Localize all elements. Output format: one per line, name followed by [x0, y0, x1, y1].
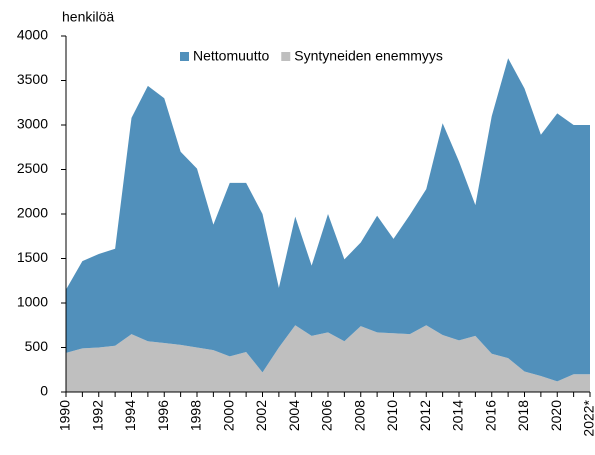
- x-tick-label: 2008: [351, 400, 367, 431]
- legend-swatch: [180, 52, 189, 61]
- y-tick-label: 0: [40, 383, 48, 399]
- x-tick-label: 2016: [482, 400, 498, 431]
- area: [66, 58, 590, 382]
- y-tick-label: 3500: [17, 71, 48, 87]
- y-tick-label: 1500: [17, 249, 48, 265]
- y-tick-label: 4000: [17, 27, 48, 43]
- area: [66, 325, 590, 392]
- x-tick-label: 1994: [122, 400, 138, 431]
- y-tick-label: 3000: [17, 116, 48, 132]
- y-tick-label: 500: [25, 338, 49, 354]
- x-tick-label: 2010: [384, 400, 400, 431]
- y-tick-label: 2500: [17, 160, 48, 176]
- x-tick-label: 1992: [89, 400, 105, 431]
- x-tick-label: 1990: [57, 400, 73, 431]
- x-tick-label: 2004: [286, 400, 302, 431]
- x-tick-label: 1998: [188, 400, 204, 431]
- x-tick-label: 2012: [417, 400, 433, 431]
- legend-label: Nettomuutto: [193, 48, 269, 64]
- x-tick-label: 2002: [253, 400, 269, 431]
- y-tick-label: 1000: [17, 294, 48, 310]
- x-tick-label: 2020: [548, 400, 564, 431]
- x-tick-label: 1996: [155, 400, 171, 431]
- legend-label: Syntyneiden enemmyys: [294, 48, 443, 64]
- legend-swatch: [281, 52, 291, 61]
- x-tick-label: 2000: [220, 400, 236, 431]
- x-tick-label: 2014: [450, 400, 466, 431]
- y-tick-label: 2000: [17, 205, 48, 221]
- x-tick-label: 2022*: [581, 399, 595, 436]
- x-tick-label: 2018: [515, 400, 531, 431]
- y-axis-label: henkilöä: [62, 9, 114, 25]
- x-tick-label: 2006: [319, 400, 335, 431]
